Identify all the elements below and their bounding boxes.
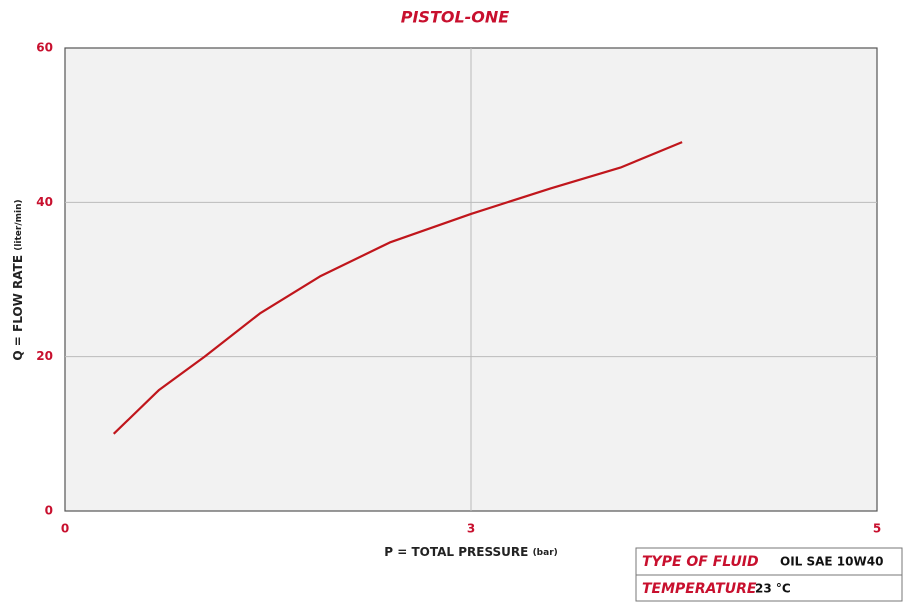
table-value: 23 °C [755, 582, 791, 596]
table-key: TEMPERATURE [642, 581, 757, 597]
y-label: Q = FLOW RATE [11, 255, 25, 361]
x-tick-label: 5 [873, 522, 881, 536]
y-tick-label: 60 [36, 41, 53, 55]
table-key: TYPE OF FLUID [642, 554, 759, 570]
x-axis-label: P = TOTAL PRESSURE (bar) [384, 545, 558, 559]
y-tick-label: 40 [36, 195, 53, 209]
y-axis-label: Q = FLOW RATE (liter/min) [11, 199, 25, 360]
x-unit: (bar) [533, 548, 558, 558]
data-line [112, 141, 683, 435]
y-tick-label: 0 [45, 504, 53, 518]
x-tick-label: 0 [61, 522, 69, 536]
info-table: TYPE OF FLUID OIL SAE 10W40 TEMPERATURE … [635, 547, 903, 602]
y-unit: (liter/min) [14, 199, 24, 250]
x-tick-label: 3 [467, 522, 475, 536]
y-tick-label: 20 [36, 349, 53, 363]
table-value: OIL SAE 10W40 [780, 555, 883, 569]
chart-title: PISTOL-ONE [401, 8, 510, 27]
x-label: P = TOTAL PRESSURE [384, 545, 528, 559]
